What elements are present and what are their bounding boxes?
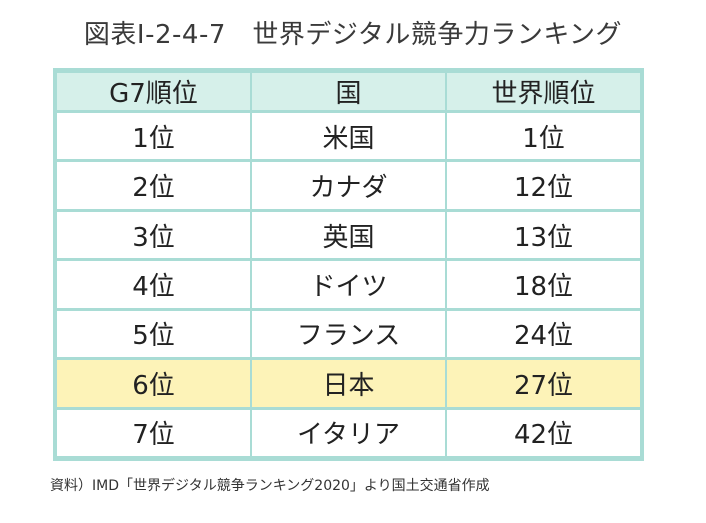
cell-world-rank: 27位 <box>447 360 640 407</box>
cell-g7-rank: 6位 <box>57 360 250 407</box>
cell-world-rank: 42位 <box>447 409 640 456</box>
ranking-table-container: G7順位 国 世界順位 1位 米国 1位 2位 カナダ 12位 3位 英国 13… <box>53 68 644 461</box>
cell-g7-rank: 3位 <box>57 211 250 259</box>
header-world-rank: 世界順位 <box>447 73 640 110</box>
header-g7-rank: G7順位 <box>57 73 250 110</box>
cell-world-rank: 12位 <box>447 162 640 209</box>
table-row: 2位 カナダ 12位 <box>57 162 640 209</box>
table-row: 7位 イタリア 42位 <box>57 409 640 456</box>
table-row: 4位 ドイツ 18位 <box>57 261 640 308</box>
table-row: 3位 英国 13位 <box>57 211 640 259</box>
cell-world-rank: 24位 <box>447 310 640 358</box>
source-note: 資料）IMD「世界デジタル競争ランキング2020」より国土交通省作成 <box>50 478 490 494</box>
table-row: 1位 米国 1位 <box>57 113 640 160</box>
cell-world-rank: 13位 <box>447 211 640 259</box>
cell-g7-rank: 5位 <box>57 310 250 358</box>
cell-country: カナダ <box>252 162 445 209</box>
cell-country: 英国 <box>252 211 445 259</box>
cell-country: フランス <box>252 310 445 358</box>
cell-g7-rank: 4位 <box>57 261 250 308</box>
cell-country: イタリア <box>252 409 445 456</box>
figure-title: 図表Ⅰ-2-4-7 世界デジタル競争力ランキング <box>83 20 623 50</box>
cell-g7-rank: 1位 <box>57 113 250 160</box>
cell-world-rank: 18位 <box>447 261 640 308</box>
table-row-highlighted: 6位 日本 27位 <box>57 360 640 407</box>
ranking-table: G7順位 国 世界順位 1位 米国 1位 2位 カナダ 12位 3位 英国 13… <box>55 70 642 459</box>
table-header-row: G7順位 国 世界順位 <box>57 73 640 110</box>
cell-g7-rank: 7位 <box>57 409 250 456</box>
cell-country: ドイツ <box>252 261 445 308</box>
cell-g7-rank: 2位 <box>57 162 250 209</box>
header-country: 国 <box>252 73 445 110</box>
table-row: 5位 フランス 24位 <box>57 310 640 358</box>
cell-world-rank: 1位 <box>447 113 640 160</box>
cell-country: 日本 <box>252 360 445 407</box>
cell-country: 米国 <box>252 113 445 160</box>
